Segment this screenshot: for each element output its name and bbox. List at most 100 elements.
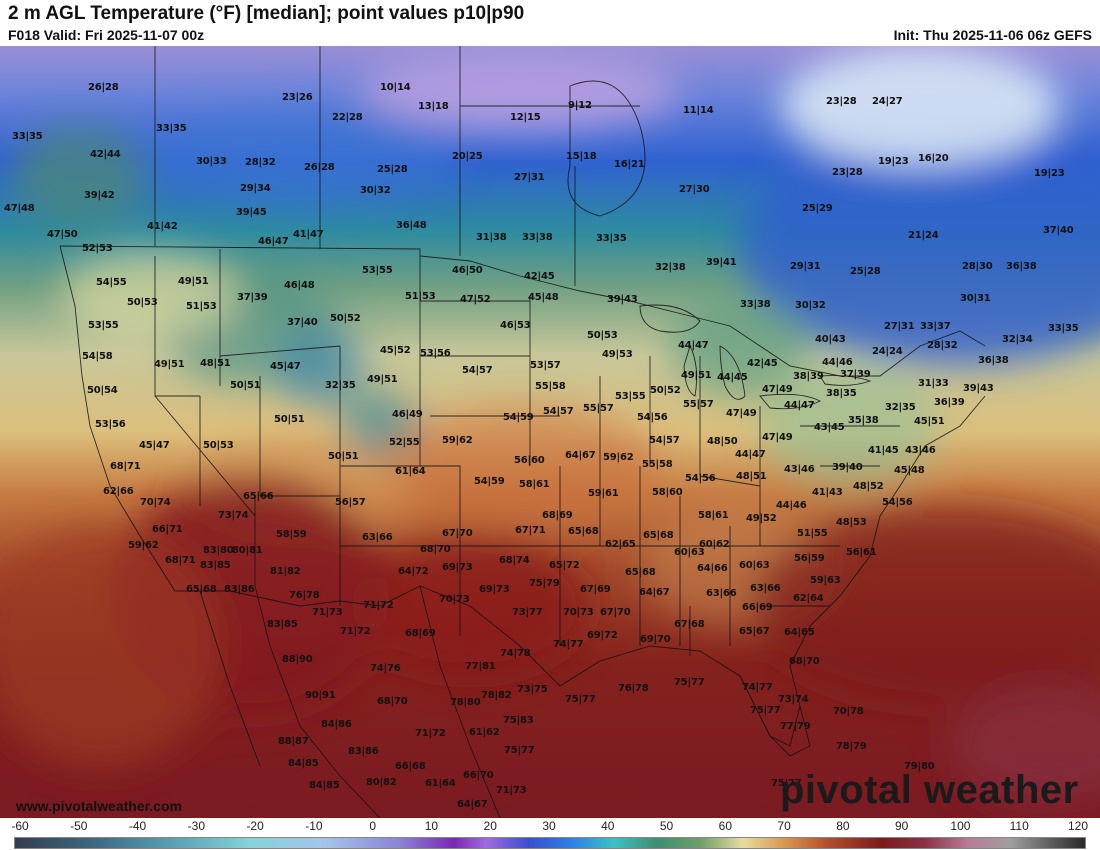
point-value: 19|23 — [1034, 168, 1065, 179]
point-value: 45|48 — [528, 292, 559, 303]
point-value: 59|61 — [588, 488, 619, 499]
point-value: 61|62 — [469, 727, 500, 738]
point-value: 64|67 — [565, 450, 596, 461]
point-value: 69|73 — [479, 584, 510, 595]
point-value: 20|25 — [452, 151, 483, 162]
point-value: 63|66 — [750, 583, 781, 594]
point-value: 40|43 — [815, 334, 846, 345]
point-value: 77|81 — [465, 661, 496, 672]
point-value: 19|23 — [878, 156, 909, 167]
point-value: 46|50 — [452, 265, 483, 276]
point-value: 65|72 — [549, 560, 580, 571]
point-value: 59|62 — [603, 452, 634, 463]
point-value: 33|35 — [596, 233, 627, 244]
point-value: 50|51 — [230, 380, 261, 391]
colorbar-tick: -10 — [305, 819, 323, 833]
point-value: 28|30 — [962, 261, 993, 272]
point-value: 60|63 — [739, 560, 770, 571]
point-value: 88|90 — [282, 654, 313, 665]
point-value: 58|59 — [276, 529, 307, 540]
point-value: 49|53 — [602, 349, 633, 360]
point-value: 68|71 — [165, 555, 196, 566]
point-value: 75|77 — [565, 694, 596, 705]
point-value: 60|63 — [674, 547, 705, 558]
point-value: 54|56 — [637, 412, 668, 423]
point-value: 54|58 — [82, 351, 113, 362]
point-value: 66|70 — [463, 770, 494, 781]
point-value: 44|46 — [822, 357, 853, 368]
temperature-map[interactable]: 26|28 23|26 10|14 13|18 9|12 11|14 23|28 24|27 3… — [0, 46, 1100, 818]
point-value: 84|85 — [288, 758, 319, 769]
point-value: 75|83 — [503, 715, 534, 726]
point-value: 25|29 — [802, 203, 833, 214]
point-value: 49|51 — [178, 276, 209, 287]
point-value: 30|32 — [795, 300, 826, 311]
point-value: 44|47 — [678, 340, 709, 351]
point-value: 25|28 — [377, 164, 408, 175]
point-value: 38|39 — [793, 371, 824, 382]
site-url[interactable]: www.pivotalweather.com — [16, 798, 182, 814]
point-value: 32|38 — [655, 262, 686, 273]
point-value: 50|52 — [330, 313, 361, 324]
point-value: 44|45 — [717, 372, 748, 383]
point-value: 67|70 — [442, 528, 473, 539]
point-value: 39|41 — [706, 257, 737, 268]
point-value: 24|27 — [872, 96, 903, 107]
point-value: 47|49 — [726, 408, 757, 419]
point-value: 75|77 — [750, 705, 781, 716]
init-time: Init: Thu 2025-11-06 06z GEFS — [893, 27, 1092, 43]
point-value: 63|66 — [362, 532, 393, 543]
point-value: 65|67 — [739, 626, 770, 637]
colorbar-tick: -20 — [246, 819, 264, 833]
point-value: 46|49 — [392, 409, 423, 420]
colorbar-tick: 90 — [894, 819, 909, 833]
point-value: 68|74 — [499, 555, 530, 566]
point-value: 54|57 — [462, 365, 493, 376]
point-value: 54|59 — [474, 476, 505, 487]
point-value: 75|77 — [674, 677, 705, 688]
point-value: 27|31 — [884, 321, 915, 332]
point-value: 69|72 — [587, 630, 618, 641]
point-value: 37|40 — [1043, 225, 1074, 236]
point-value: 52|55 — [389, 437, 420, 448]
colorbar: -60 -50 -40 -30 -20 -10 0 10 20 30 40 50 60 70 80 90 100… — [0, 818, 1100, 850]
point-value: 64|66 — [697, 563, 728, 574]
point-value: 78|82 — [481, 690, 512, 701]
point-value: 49|52 — [746, 513, 777, 524]
point-value: 71|73 — [496, 785, 527, 796]
point-value: 60|62 — [699, 539, 730, 550]
colorbar-tick: 40 — [601, 819, 615, 833]
point-value: 50|54 — [87, 385, 118, 396]
point-value: 69|73 — [442, 562, 473, 573]
point-value: 54|55 — [96, 277, 127, 288]
colorbar-gradient — [14, 837, 1086, 849]
point-value: 33|35 — [156, 123, 187, 134]
point-value: 47|52 — [460, 294, 491, 305]
point-value: 84|86 — [321, 719, 352, 730]
point-value: 62|65 — [605, 539, 636, 550]
colorbar-tick: 100 — [950, 819, 971, 833]
point-value: 48|53 — [836, 517, 867, 528]
point-value: 49|51 — [681, 370, 712, 381]
point-value: 64|65 — [784, 627, 815, 638]
point-value: 41|43 — [812, 487, 843, 498]
point-value: 16|21 — [614, 159, 645, 170]
point-value: 32|34 — [1002, 334, 1033, 345]
point-value: 30|33 — [196, 156, 227, 167]
point-value: 42|45 — [747, 358, 778, 369]
point-value: 67|69 — [580, 584, 611, 595]
point-value: 66|68 — [395, 761, 426, 772]
point-value: 50|51 — [274, 414, 305, 425]
point-value: 33|35 — [12, 131, 43, 142]
point-value: 62|64 — [793, 593, 824, 604]
point-value: 37|39 — [237, 292, 268, 303]
point-value: 54|57 — [649, 435, 680, 446]
point-value: 23|28 — [826, 96, 857, 107]
valid-time: F018 Valid: Fri 2025-11-07 00z — [8, 27, 205, 43]
point-value: 71|72 — [340, 626, 371, 637]
point-value: 45|47 — [139, 440, 170, 451]
point-value: 80|82 — [366, 777, 397, 788]
point-value: 66|71 — [152, 524, 183, 535]
colorbar-tick: 50 — [659, 819, 674, 833]
point-value: 73|75 — [517, 684, 548, 695]
